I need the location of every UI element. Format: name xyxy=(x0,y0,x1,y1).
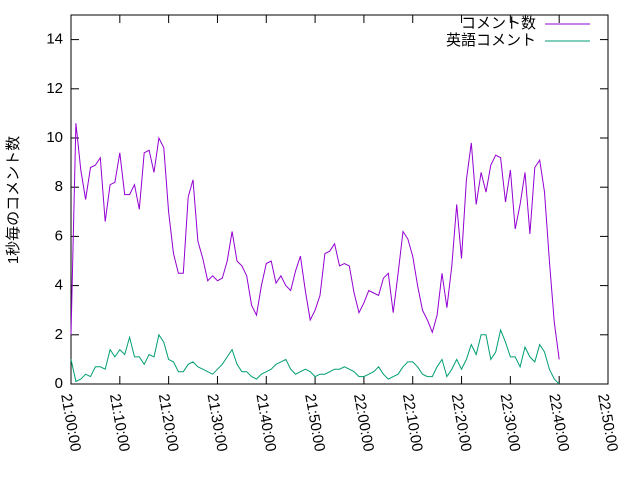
y-tick-label: 8 xyxy=(55,178,63,195)
y-tick-label: 10 xyxy=(46,129,63,146)
x-tick-label: 22:40:00 xyxy=(545,392,572,452)
x-tick-label: 21:10:00 xyxy=(106,392,133,452)
y-tick-label: 2 xyxy=(55,326,63,343)
y-tick-label: 6 xyxy=(55,227,63,244)
series-line xyxy=(70,328,560,385)
plot-border xyxy=(70,14,609,385)
x-tick-label: 21:40:00 xyxy=(252,392,279,452)
x-tick-label: 21:00:00 xyxy=(57,392,84,452)
series-line xyxy=(70,123,560,360)
y-tick-label: 0 xyxy=(55,375,63,392)
legend-label: 英語コメント xyxy=(446,31,536,49)
y-axis-label: 1秒毎のコメント数 xyxy=(5,136,22,264)
x-tick-label: 21:20:00 xyxy=(155,392,182,452)
x-tick-label: 21:50:00 xyxy=(301,392,328,452)
legend-label: コメント数 xyxy=(461,15,536,32)
x-tick-label: 22:50:00 xyxy=(594,392,621,452)
x-tick-label: 22:30:00 xyxy=(497,392,524,452)
y-tick-label: 12 xyxy=(46,80,63,97)
y-tick-label: 4 xyxy=(55,277,63,294)
y-tick-label: 14 xyxy=(46,31,63,48)
x-tick-label: 22:20:00 xyxy=(448,392,475,452)
x-tick-label: 22:00:00 xyxy=(350,392,377,452)
x-tick-label: 21:30:00 xyxy=(204,392,231,452)
x-tick-label: 22:10:00 xyxy=(399,392,426,452)
